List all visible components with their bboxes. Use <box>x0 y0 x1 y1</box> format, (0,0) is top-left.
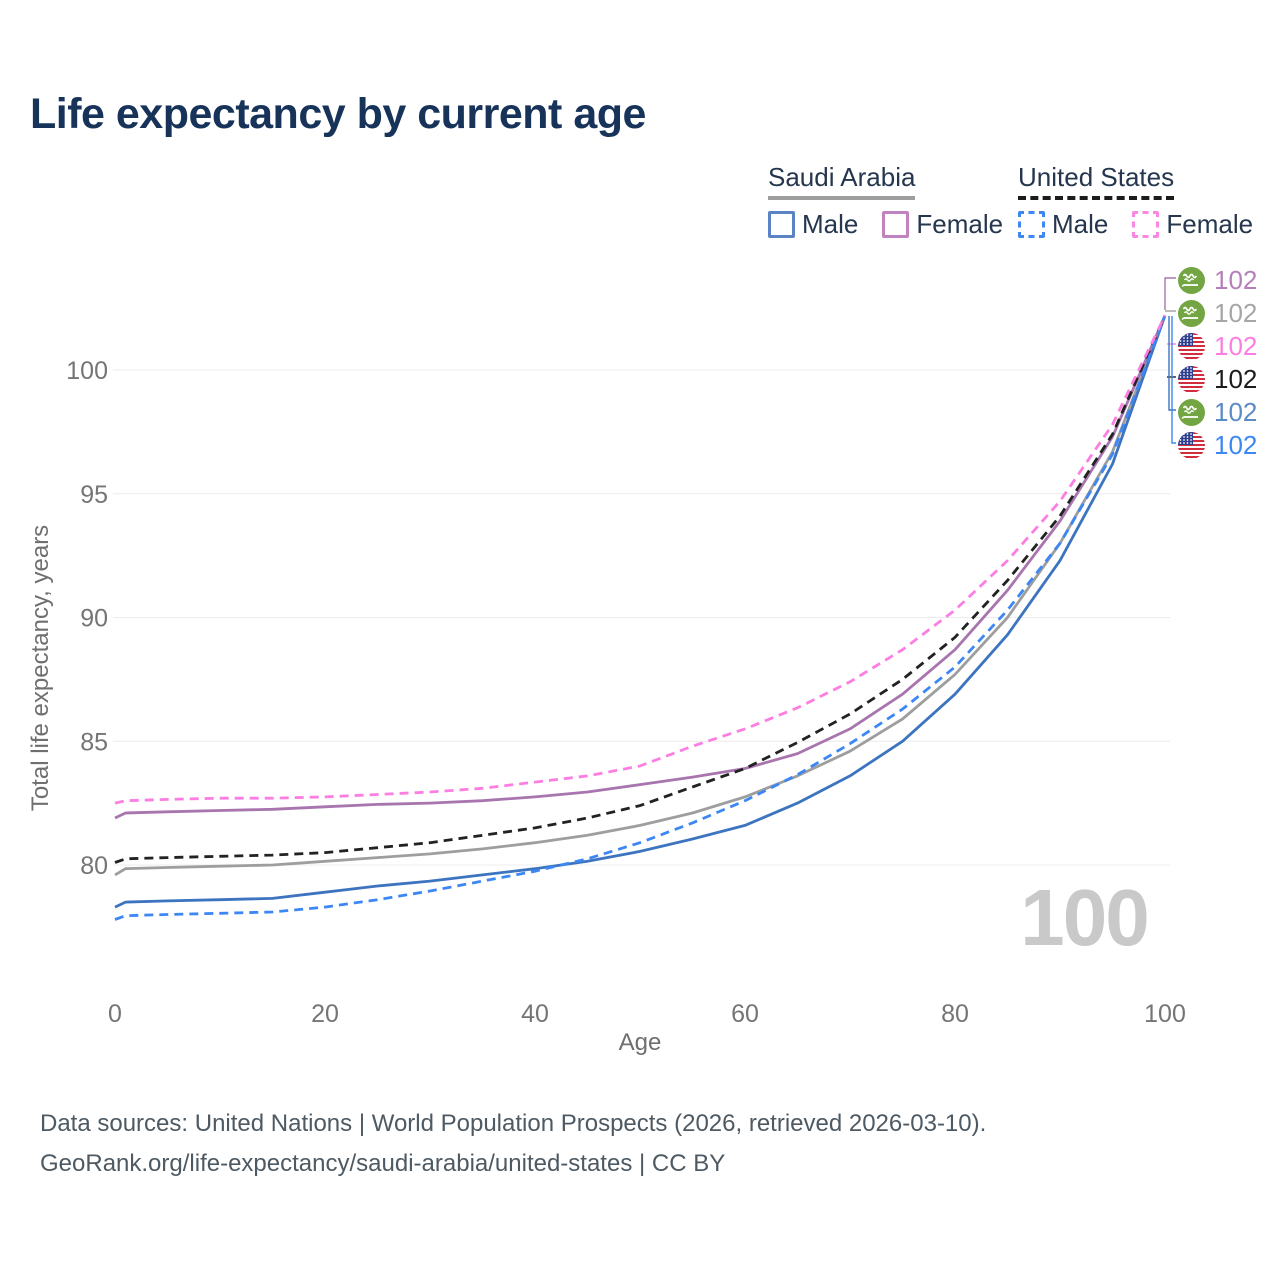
legend-group-united-states: United States Male Female <box>1018 162 1253 240</box>
legend-country-united-states[interactable]: United States <box>1018 162 1175 200</box>
legend-country-saudi-arabia[interactable]: Saudi Arabia <box>768 162 916 200</box>
us-male-swatch-icon <box>1018 211 1045 238</box>
series-line-sa_total <box>114 314 1167 877</box>
legend-item-saudi-male[interactable]: Male <box>768 209 858 240</box>
y-axis-label: Total life expectancy, years <box>27 525 54 811</box>
y-tick-label: 80 <box>80 852 108 880</box>
footer-attribution[interactable]: GeoRank.org/life-expectancy/saudi-arabia… <box>40 1150 726 1177</box>
legend-item-saudi-female[interactable]: Female <box>882 209 1003 240</box>
series-line-sa_female <box>114 314 1167 820</box>
saudi-female-swatch-icon <box>882 211 910 238</box>
leader-line-sa_male <box>1168 316 1176 411</box>
legend-group-saudi-arabia: Saudi Arabia Male Female <box>768 162 1003 240</box>
us-female-swatch-icon <box>1132 211 1160 238</box>
footer-data-sources: Data sources: United Nations | World Pop… <box>40 1110 987 1137</box>
legend-item-label: Female <box>1166 209 1254 239</box>
x-tick-label: 60 <box>731 1000 759 1028</box>
current-age-indicator: 100 <box>1020 873 1149 962</box>
x-tick-label: 20 <box>311 1000 339 1028</box>
x-tick-label: 0 <box>108 1000 122 1028</box>
series-line-us_male <box>114 315 1167 921</box>
page-title: Life expectancy by current age <box>30 90 646 138</box>
footer: Data sources: United Nations | World Pop… <box>40 1104 1240 1184</box>
legend-item-us-female[interactable]: Female <box>1132 209 1253 240</box>
saudi-male-swatch-icon <box>768 211 795 238</box>
y-tick-label: 85 <box>80 728 108 756</box>
y-tick-label: 90 <box>80 605 108 633</box>
leader-line-us_male <box>1171 316 1176 444</box>
x-axis-label: Age <box>619 1029 662 1056</box>
series-line-sa_male <box>114 315 1167 909</box>
x-tick-label: 40 <box>521 1000 549 1028</box>
legend-item-label: Female <box>916 209 1004 239</box>
y-tick-label: 95 <box>80 481 108 509</box>
y-tick-label: 100 <box>66 357 108 385</box>
leader-line-sa_female <box>1164 277 1176 310</box>
legend-item-us-male[interactable]: Male <box>1018 209 1108 240</box>
x-tick-label: 80 <box>941 1000 969 1028</box>
series-line-us_total <box>114 314 1167 864</box>
series-line-us_female <box>114 314 1167 805</box>
legend-item-label: Male <box>1052 209 1109 239</box>
legend-item-label: Male <box>802 209 859 239</box>
x-tick-label: 100 <box>1144 1000 1186 1028</box>
